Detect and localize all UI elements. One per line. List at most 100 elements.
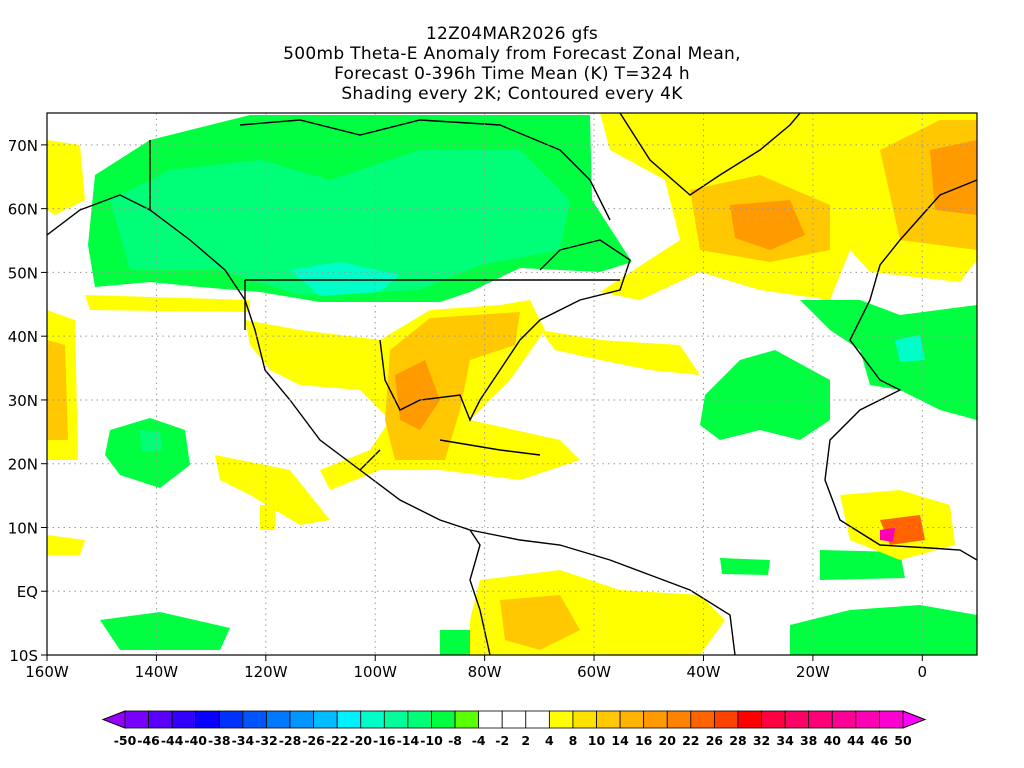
colorbar-label: -28 — [279, 733, 302, 748]
colorbar-label: 22 — [682, 733, 699, 748]
colorbar-box — [407, 710, 432, 729]
anomaly-positive-africa-max — [880, 528, 895, 542]
colorbar-label: 8 — [569, 733, 578, 748]
colorbar-low-triangle — [101, 710, 126, 729]
anomaly-positive-caribbean — [540, 330, 700, 375]
title-line-4: Shading every 2K; Contoured every 4K — [341, 84, 683, 104]
colorbar-box — [666, 710, 692, 729]
colorbar-label: 10 — [588, 733, 606, 748]
anomaly-negative-core — [110, 150, 570, 295]
title-line-2: 500mb Theta-E Anomaly from Forecast Zona… — [283, 44, 741, 64]
anomaly-positive-south-america-core — [500, 595, 580, 650]
colorbar-label: -10 — [420, 733, 443, 748]
lat-tick-label: 70N — [8, 137, 38, 155]
colorbar-box — [831, 710, 857, 729]
colorbar-label: 2 — [521, 733, 530, 748]
lat-tick-label: 60N — [8, 201, 38, 219]
colorbar: -50 -46 -44 -40 -38 -34 -32 -28 -26 -22 -20 -16 -14-… — [101, 710, 927, 748]
colorbar-label: 16 — [635, 733, 653, 748]
lon-tick-label: 120W — [244, 663, 288, 681]
colorbar-box — [879, 710, 904, 729]
colorbar-box — [690, 710, 715, 729]
lon-tick-label: 100W — [354, 663, 398, 681]
colorbar-box — [195, 710, 220, 729]
colorbar-label: 46 — [871, 733, 889, 748]
colorbar-box — [336, 710, 362, 729]
colorbar-label: 40 — [824, 733, 842, 748]
anomaly-negative-south-atlantic — [790, 605, 977, 655]
colorbar-box — [383, 710, 409, 729]
colorbar-label: 4 — [545, 733, 554, 748]
colorbar-box — [808, 710, 833, 729]
lon-tick-label: 160W — [25, 663, 69, 681]
colorbar-box — [266, 710, 291, 729]
colorbar-box — [572, 710, 597, 729]
colorbar-label: -26 — [302, 733, 325, 748]
colorbar-label: -8 — [448, 733, 462, 748]
colorbar-box — [713, 710, 739, 729]
colorbar-high-triangle — [902, 710, 927, 729]
anomaly-negative-tropics — [100, 550, 905, 655]
colorbar-box — [289, 710, 315, 729]
lat-tick-label: EQ — [17, 583, 38, 601]
colorbar-label: -14 — [397, 733, 420, 748]
colorbar-box — [737, 710, 762, 729]
colorbar-label: -38 — [208, 733, 231, 748]
anomaly-negative-europe-core — [895, 335, 925, 362]
anomaly-negative-atlantic — [700, 350, 830, 440]
lon-tick-label: 40W — [687, 663, 721, 681]
colorbar-box — [596, 710, 621, 729]
anomaly-negative-core-2 — [290, 262, 400, 296]
colorbar-label: 38 — [800, 733, 817, 748]
lon-tick-label: 60W — [577, 663, 611, 681]
anomaly-positive-west-core — [47, 340, 68, 440]
axis-ticks: 160W 140W 120W 100W 80W 60W 40W 20W 0 70N 60N 50N 40… — [8, 137, 927, 681]
colorbar-box — [171, 710, 197, 729]
colorbar-box — [525, 710, 550, 729]
plot-frame — [46, 112, 978, 656]
colorbar-box — [431, 710, 456, 729]
colorbar-box — [148, 710, 173, 729]
title-line-1: 12Z04MAR2026 gfs — [425, 24, 599, 44]
colorbar-label: -20 — [349, 733, 372, 748]
colorbar-box — [124, 710, 149, 729]
colorbar-box — [313, 710, 338, 729]
colorbar-label: -34 — [232, 733, 255, 748]
anomaly-positive-usa-max — [395, 360, 440, 430]
colorbar-label: -2 — [495, 733, 509, 748]
lon-tick-label: 20W — [796, 663, 830, 681]
lon-tick-label: 80W — [468, 663, 502, 681]
lat-tick-label: 20N — [8, 456, 38, 474]
title-line-3: Forecast 0-396h Time Mean (K) T=324 h — [334, 64, 690, 84]
colorbar-box — [501, 710, 527, 729]
colorbar-box — [454, 710, 480, 729]
colorbar-box — [478, 710, 503, 729]
shading-layer — [47, 113, 977, 655]
colorbar-box — [619, 710, 645, 729]
colorbar-label: 28 — [729, 733, 746, 748]
colorbar-label: 14 — [611, 733, 629, 748]
anomaly-negative-pacific — [105, 418, 190, 488]
colorbar-label: 34 — [776, 733, 794, 748]
lat-tick-label: 30N — [8, 392, 38, 410]
colorbar-box — [218, 710, 244, 729]
colorbar-label: -16 — [373, 733, 396, 748]
colorbar-box — [360, 710, 385, 729]
anomaly-positive-west — [47, 140, 330, 555]
colorbar-label: 50 — [894, 733, 912, 748]
anomaly-positive-atlantic-max — [730, 140, 977, 250]
colorbar-label: -32 — [255, 733, 278, 748]
anomaly-negative-pacific-core — [140, 430, 162, 452]
colorbar-box — [643, 710, 668, 729]
colorbar-box — [761, 710, 786, 729]
colorbar-box — [548, 710, 574, 729]
colorbar-label: -4 — [472, 733, 486, 748]
colorbar-label: -40 — [184, 733, 207, 748]
lon-tick-label: 140W — [135, 663, 179, 681]
colorbar-label: -46 — [137, 733, 160, 748]
colorbar-label: 32 — [753, 733, 770, 748]
lat-tick-label: 10S — [9, 647, 38, 665]
lat-tick-label: 40N — [8, 328, 38, 346]
